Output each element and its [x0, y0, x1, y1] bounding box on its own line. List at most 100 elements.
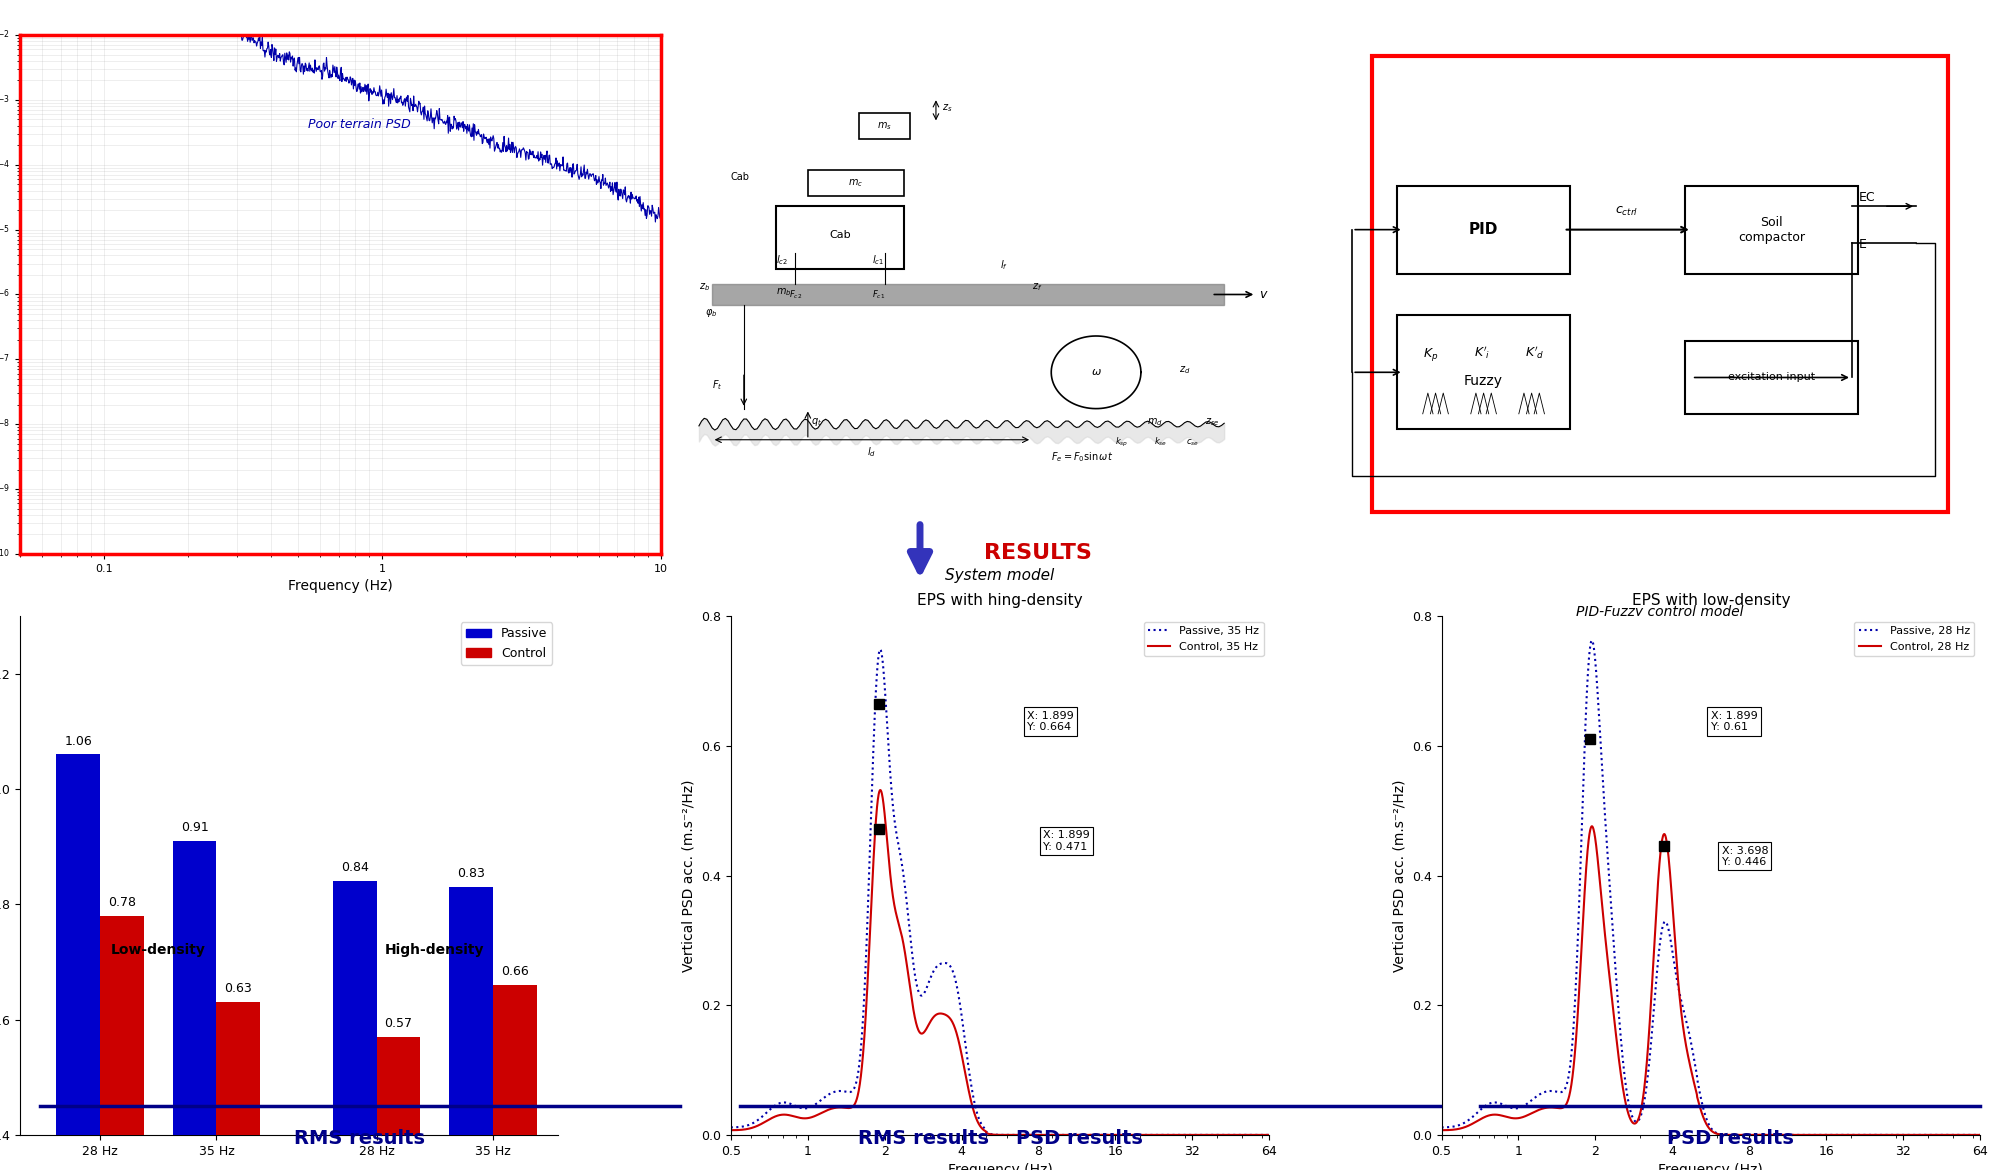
Line: Control, 28 Hz: Control, 28 Hz: [1442, 826, 1980, 1135]
X-axis label: Frequency (Hz): Frequency (Hz): [948, 1163, 1052, 1170]
Text: 0.78: 0.78: [108, 896, 136, 909]
Text: Cab: Cab: [830, 229, 850, 240]
Bar: [172, 841, 216, 1170]
Text: Vibration excitation: Vibration excitation: [266, 620, 416, 634]
Control, 35 Hz: [1258, 1128, 1282, 1142]
Text: $l_d$: $l_d$: [868, 446, 876, 459]
Control, 35 Hz: [746, 1119, 770, 1133]
Passive, 28 Hz: [1854, 1128, 1878, 1142]
Passive, 35 Hz: [718, 1121, 742, 1135]
FancyArrowPatch shape: [910, 524, 930, 571]
Text: $l_{c1}$: $l_{c1}$: [872, 254, 884, 267]
Text: $k_{sp}$: $k_{sp}$: [1116, 436, 1128, 449]
Passive, 28 Hz: [1952, 1128, 1976, 1142]
Control, 35 Hz: [868, 783, 892, 797]
Text: Fuzzy: Fuzzy: [1464, 374, 1504, 388]
Title: EPS with hing-density: EPS with hing-density: [918, 593, 1082, 608]
Text: Soil
compactor: Soil compactor: [1738, 215, 1806, 243]
Bar: [450, 887, 492, 1170]
Bar: [808, 170, 904, 195]
Control, 28 Hz: [1580, 819, 1604, 833]
FancyBboxPatch shape: [1686, 186, 1858, 274]
Text: Low-density: Low-density: [110, 943, 206, 957]
Control, 35 Hz: [966, 1116, 990, 1130]
Control, 35 Hz: [1242, 1128, 1266, 1142]
Text: $\omega$: $\omega$: [1090, 367, 1102, 377]
Text: $m_c$: $m_c$: [848, 177, 864, 188]
Passive, 28 Hz: [1692, 1102, 1716, 1116]
Passive, 35 Hz: [980, 1128, 1004, 1142]
Text: $v$: $v$: [1260, 288, 1268, 301]
Text: $z_s$: $z_s$: [942, 102, 952, 115]
Control, 28 Hz: [1968, 1128, 1992, 1142]
Text: 0.84: 0.84: [340, 861, 368, 874]
Text: $l_f$: $l_f$: [1000, 259, 1008, 273]
Text: 0.57: 0.57: [384, 1017, 412, 1030]
X-axis label: Frequency (Hz): Frequency (Hz): [1658, 1163, 1764, 1170]
Passive, 28 Hz: [1952, 1128, 1976, 1142]
Y-axis label: Vertical PSD acc. (m.s⁻²/Hz): Vertical PSD acc. (m.s⁻²/Hz): [1392, 779, 1406, 972]
Text: System model: System model: [946, 567, 1054, 583]
Control, 28 Hz: [1854, 1128, 1878, 1142]
Control, 28 Hz: [1430, 1123, 1454, 1137]
Text: Cab: Cab: [730, 172, 750, 183]
Text: $m_d$: $m_d$: [1148, 417, 1164, 428]
Text: $\varphi_b$: $\varphi_b$: [706, 308, 718, 319]
Bar: [776, 206, 904, 269]
Text: $m_s$: $m_s$: [878, 121, 892, 132]
Text: $c_{se}$: $c_{se}$: [1186, 438, 1198, 448]
Passive, 35 Hz: [1144, 1128, 1168, 1142]
Control, 28 Hz: [1952, 1128, 1976, 1142]
Text: E: E: [1858, 238, 1866, 250]
Control, 35 Hz: [980, 1128, 1004, 1142]
Legend: Passive, Control: Passive, Control: [460, 622, 552, 665]
Control, 28 Hz: [1458, 1119, 1482, 1133]
Text: 0.91: 0.91: [180, 821, 208, 834]
Passive, 35 Hz: [868, 642, 892, 656]
Bar: [100, 916, 144, 1170]
Control, 35 Hz: [1242, 1128, 1266, 1142]
Y-axis label: Vertical PSD acc. (m.s⁻²/Hz): Vertical PSD acc. (m.s⁻²/Hz): [682, 779, 696, 972]
Text: X: 1.899
Y: 0.664: X: 1.899 Y: 0.664: [1026, 710, 1074, 732]
Bar: [712, 284, 1224, 305]
Text: $K_p$: $K_p$: [1422, 346, 1438, 363]
Text: $k_{se}$: $k_{se}$: [1154, 436, 1166, 448]
Text: $c_{ctrl}$: $c_{ctrl}$: [1614, 205, 1638, 218]
Text: $F_{c1}$: $F_{c1}$: [872, 288, 886, 301]
Legend: Passive, 28 Hz, Control, 28 Hz: Passive, 28 Hz, Control, 28 Hz: [1854, 621, 1974, 656]
FancyBboxPatch shape: [1686, 342, 1858, 414]
Text: 0.63: 0.63: [224, 983, 252, 996]
Passive, 28 Hz: [1458, 1113, 1482, 1127]
Passive, 28 Hz: [1580, 633, 1604, 647]
Bar: [492, 985, 536, 1170]
Passive, 28 Hz: [1430, 1121, 1454, 1135]
Text: 1.06: 1.06: [64, 735, 92, 748]
FancyBboxPatch shape: [1398, 315, 1570, 429]
Control, 35 Hz: [718, 1123, 742, 1137]
Text: X: 1.899
Y: 0.61: X: 1.899 Y: 0.61: [1710, 710, 1758, 732]
Bar: [376, 1037, 420, 1170]
Line: Passive, 35 Hz: Passive, 35 Hz: [730, 649, 1270, 1135]
Text: $z_{se}$: $z_{se}$: [1204, 417, 1220, 428]
Legend: Passive, 35 Hz, Control, 35 Hz: Passive, 35 Hz, Control, 35 Hz: [1144, 621, 1264, 656]
Text: PSD results: PSD results: [1666, 1129, 1794, 1148]
Text: 0.83: 0.83: [458, 867, 486, 880]
Text: $F_e = F_0 \sin \omega t$: $F_e = F_0 \sin \omega t$: [1052, 450, 1114, 464]
Control, 28 Hz: [1692, 1112, 1716, 1126]
Bar: [1372, 56, 1948, 512]
Control, 28 Hz: [1678, 1055, 1702, 1069]
Line: Passive, 28 Hz: Passive, 28 Hz: [1442, 640, 1980, 1135]
Text: PID-Fuzzy control model: PID-Fuzzy control model: [1576, 605, 1744, 619]
Passive, 28 Hz: [1968, 1128, 1992, 1142]
Text: $z_f$: $z_f$: [1032, 281, 1042, 294]
Text: $F_{c2}$: $F_{c2}$: [788, 288, 802, 301]
Text: $z_b$: $z_b$: [698, 281, 710, 294]
Text: EC: EC: [1858, 191, 1874, 204]
Text: RMS results    PSD results: RMS results PSD results: [858, 1129, 1142, 1148]
Text: $q_t$: $q_t$: [812, 417, 822, 428]
Bar: [216, 1003, 260, 1170]
Passive, 28 Hz: [1678, 1027, 1702, 1041]
Text: $K'_d$: $K'_d$: [1526, 344, 1544, 360]
Text: RMS results: RMS results: [294, 1129, 426, 1148]
Passive, 35 Hz: [1242, 1128, 1266, 1142]
